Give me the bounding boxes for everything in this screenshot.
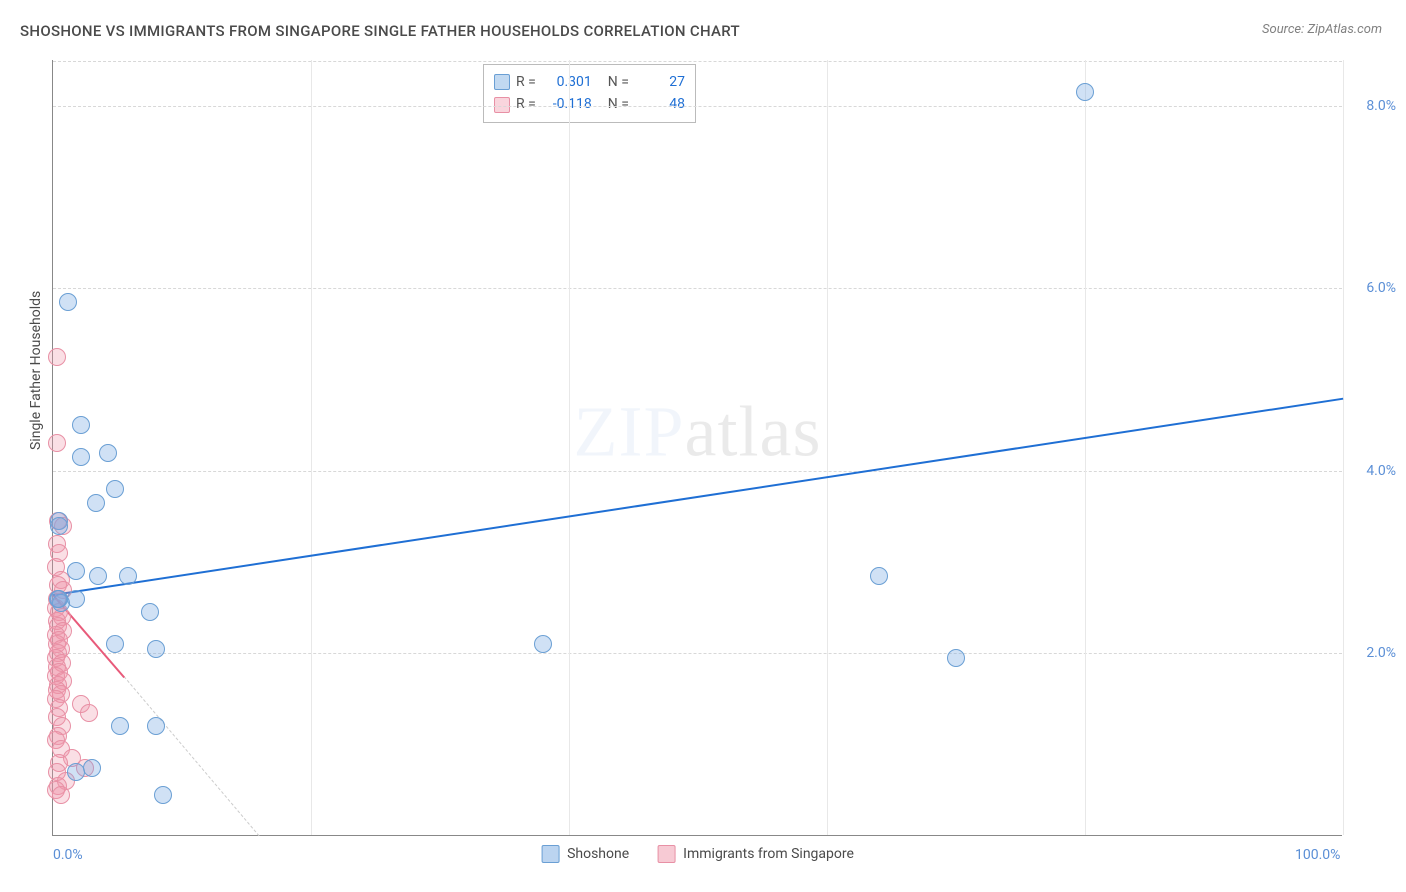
gridline <box>53 61 1342 62</box>
legend-label-singapore: Immigrants from Singapore <box>683 846 854 862</box>
marker-shoshone <box>106 480 124 498</box>
scatter-plot: ZIPatlas R = 0.301 N = 27 R = -0.118 N =… <box>52 60 1342 836</box>
marker-shoshone <box>59 293 77 311</box>
watermark-zip: ZIP <box>574 392 685 472</box>
marker-shoshone <box>99 444 117 462</box>
x-tick-label: 100.0% <box>1295 847 1340 863</box>
y-tick-label: 4.0% <box>1366 463 1396 479</box>
marker-shoshone <box>947 649 965 667</box>
marker-singapore <box>48 348 66 366</box>
swatch-pink-icon <box>657 845 675 863</box>
swatch-blue-icon <box>494 74 510 90</box>
trend-line-shoshone <box>53 398 1343 596</box>
x-tick-label: 0.0% <box>53 847 83 863</box>
marker-shoshone <box>83 759 101 777</box>
r-label: R = <box>516 93 536 115</box>
marker-shoshone <box>49 590 67 608</box>
legend-item-singapore: Immigrants from Singapore <box>657 845 854 863</box>
gridline <box>827 60 828 835</box>
y-tick-label: 8.0% <box>1366 98 1396 114</box>
marker-shoshone <box>72 416 90 434</box>
source-label: Source: <box>1262 22 1304 37</box>
gridline <box>1085 60 1086 835</box>
chart-title: SHOSHONE VS IMMIGRANTS FROM SINGAPORE SI… <box>20 22 740 40</box>
y-axis-label: Single Father Households <box>28 291 44 450</box>
gridline <box>1343 60 1344 835</box>
gridline <box>53 288 1342 289</box>
gridline <box>53 653 1342 654</box>
stats-row-singapore: R = -0.118 N = 48 <box>494 93 685 115</box>
legend-label-shoshone: Shoshone <box>567 846 629 862</box>
gridline <box>311 60 312 835</box>
r-value-shoshone: 0.301 <box>542 71 592 93</box>
watermark: ZIPatlas <box>574 391 822 474</box>
source-attribution: Source: ZipAtlas.com <box>1262 22 1382 37</box>
marker-shoshone <box>67 763 85 781</box>
gridline <box>53 471 1342 472</box>
n-label: N = <box>608 93 629 115</box>
marker-shoshone <box>119 567 137 585</box>
marker-singapore <box>80 704 98 722</box>
trend-guide-line <box>124 676 260 836</box>
marker-shoshone <box>67 590 85 608</box>
r-value-singapore: -0.118 <box>542 93 592 115</box>
marker-shoshone <box>147 640 165 658</box>
correlation-stats-box: R = 0.301 N = 27 R = -0.118 N = 48 <box>483 64 696 123</box>
n-label: N = <box>608 71 629 93</box>
marker-shoshone <box>72 448 90 466</box>
marker-shoshone <box>154 786 172 804</box>
source-name: ZipAtlas.com <box>1307 22 1382 37</box>
r-label: R = <box>516 71 536 93</box>
marker-shoshone <box>106 635 124 653</box>
marker-shoshone <box>147 717 165 735</box>
n-value-singapore: 48 <box>635 93 685 115</box>
gridline <box>53 106 1342 107</box>
y-tick-label: 6.0% <box>1366 280 1396 296</box>
legend-item-shoshone: Shoshone <box>541 845 629 863</box>
marker-shoshone <box>89 567 107 585</box>
gridline <box>569 60 570 835</box>
marker-shoshone <box>111 717 129 735</box>
series-legend: Shoshone Immigrants from Singapore <box>541 845 854 863</box>
marker-shoshone <box>141 603 159 621</box>
marker-shoshone <box>870 567 888 585</box>
marker-singapore <box>48 434 66 452</box>
marker-shoshone <box>1076 83 1094 101</box>
stats-row-shoshone: R = 0.301 N = 27 <box>494 71 685 93</box>
marker-shoshone <box>67 562 85 580</box>
swatch-pink-icon <box>494 97 510 113</box>
swatch-blue-icon <box>541 845 559 863</box>
marker-shoshone <box>87 494 105 512</box>
n-value-shoshone: 27 <box>635 71 685 93</box>
marker-shoshone <box>50 517 68 535</box>
watermark-atlas: atlas <box>685 392 822 472</box>
marker-shoshone <box>534 635 552 653</box>
y-tick-label: 2.0% <box>1366 645 1396 661</box>
marker-singapore <box>52 786 70 804</box>
